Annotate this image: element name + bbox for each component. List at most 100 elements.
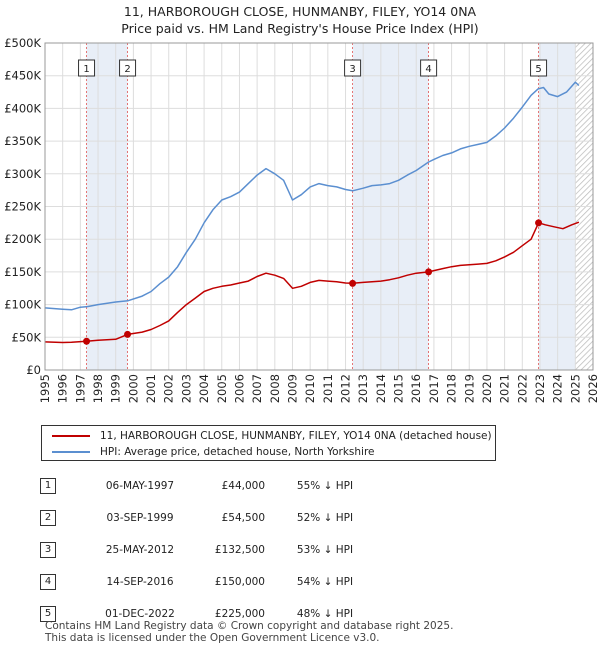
plot-frame [44, 42, 594, 371]
sale-number-badge: 4 [40, 574, 56, 590]
legend-item-price: 11, HARBOROUGH CLOSE, HUNMANBY, FILEY, Y… [52, 430, 492, 442]
x-tick-label: 1996 [56, 374, 70, 403]
y-tick-label: £250K [4, 200, 41, 214]
sale-price: £150,000 [214, 576, 265, 588]
x-tick-label: 1997 [73, 374, 87, 403]
y-tick-label: £500K [4, 36, 41, 50]
sale-label-number: 3 [349, 64, 355, 75]
y-tick-label: £300K [4, 167, 41, 181]
footer-license: This data is licensed under the Open Gov… [45, 632, 380, 644]
x-tick-label: 2025 [568, 374, 582, 403]
x-tick-label: 2020 [480, 374, 494, 403]
x-tick-label: 2010 [303, 374, 317, 403]
title-line-1: 11, HARBOROUGH CLOSE, HUNMANBY, FILEY, Y… [123, 4, 477, 19]
table-row: 4 14-SEP-2016 £150,000 54% ↓ HPI [40, 566, 385, 598]
sale-point [349, 279, 357, 287]
legend: 11, HARBOROUGH CLOSE, HUNMANBY, FILEY, Y… [41, 425, 496, 461]
x-tick-label: 1995 [38, 374, 52, 403]
x-tick-label: 2021 [498, 374, 512, 403]
sale-date: 06-MAY-1997 [105, 480, 175, 492]
x-tick-label: 2017 [427, 374, 441, 403]
sale-label-box [420, 59, 438, 77]
table-row: 5 01-DEC-2022 £225,000 48% ↓ HPI [40, 598, 385, 630]
x-tick-label: 2026 [586, 374, 600, 403]
x-tick-label: 2004 [197, 374, 211, 403]
x-tick-label: 1999 [109, 374, 123, 403]
x-tick-label: 2013 [356, 374, 370, 403]
y-tick-label: £0 [26, 363, 41, 377]
series-line-hpi [44, 81, 580, 311]
x-tick-label: 1998 [91, 374, 105, 403]
title-line-2: Price paid vs. HM Land Registry's House … [121, 21, 479, 36]
x-tick-label: 2019 [462, 374, 476, 403]
y-tick-label: £50K [12, 330, 42, 344]
x-tick-label: 2014 [374, 374, 388, 403]
x-tick-label: 2024 [551, 374, 565, 403]
table-row: 3 25-MAY-2012 £132,500 53% ↓ HPI [40, 534, 385, 566]
legend-label-price: 11, HARBOROUGH CLOSE, HUNMANBY, FILEY, Y… [100, 430, 492, 442]
y-tick-label: £100K [4, 298, 41, 312]
x-tick-label: 2023 [533, 374, 547, 403]
sale-hpi-diff: 54% ↓ HPI [296, 576, 354, 588]
sale-date: 14-SEP-2016 [106, 576, 174, 588]
x-tick-label: 2008 [268, 374, 282, 403]
sale-number-badge: 5 [40, 606, 56, 622]
sale-number-badge: 2 [40, 510, 56, 526]
legend-item-hpi: HPI: Average price, detached house, Nort… [52, 446, 375, 458]
sale-point [535, 219, 543, 227]
legend-swatch-hpi [52, 451, 90, 453]
x-tick-label: 2022 [515, 374, 529, 403]
sales-table: 1 06-MAY-1997 £44,000 55% ↓ HPI 2 03-SEP… [40, 470, 385, 630]
price-chart: 1 2 3 4 5 £0 £50K £100K £150K £200K £250K £300K £350… [4, 36, 600, 403]
sale-date: 01-DEC-2022 [105, 608, 175, 620]
footer: Contains HM Land Registry data © Crown c… [45, 620, 453, 644]
sale-point [83, 337, 91, 345]
legend-label-hpi: HPI: Average price, detached house, Nort… [100, 446, 375, 458]
x-tick-label: 2001 [144, 374, 158, 403]
sale-label-box [78, 59, 96, 77]
y-tick-label: £200K [4, 232, 41, 246]
sale-hpi-diff: 48% ↓ HPI [296, 608, 354, 620]
sale-label-number: 4 [425, 64, 431, 75]
sale-point [425, 268, 433, 276]
sale-number-badge: 1 [40, 478, 56, 494]
sale-number-badge: 3 [40, 542, 56, 558]
x-tick-label: 2003 [179, 374, 193, 403]
x-tick-label: 2007 [250, 374, 264, 403]
y-tick-label: £350K [4, 134, 41, 148]
x-tick-label: 2018 [445, 374, 459, 403]
x-tick-label: 2000 [126, 374, 140, 403]
sale-price: £54,500 [221, 512, 265, 524]
sale-date: 25-MAY-2012 [105, 544, 175, 556]
sale-date: 03-SEP-1999 [106, 512, 174, 524]
x-tick-label: 2015 [392, 374, 406, 403]
x-tick-label: 2006 [232, 374, 246, 403]
x-tick-label: 2005 [215, 374, 229, 403]
x-tick-label: 2011 [321, 374, 335, 403]
sale-label-number: 2 [124, 64, 130, 75]
sale-price: £225,000 [214, 608, 265, 620]
sale-price: £132,500 [214, 544, 265, 556]
sale-label-box [119, 59, 137, 77]
x-tick-label: 2009 [285, 374, 299, 403]
x-tick-label: 2016 [409, 374, 423, 403]
series-line-price [44, 221, 580, 344]
sale-hpi-diff: 53% ↓ HPI [296, 544, 354, 556]
sale-hpi-diff: 52% ↓ HPI [296, 512, 354, 524]
sale-label-box [344, 59, 362, 77]
legend-swatch-price [52, 435, 90, 437]
sale-point [124, 330, 132, 338]
sale-label-number: 1 [83, 64, 89, 75]
x-tick-label: 2012 [339, 374, 353, 403]
sale-price: £44,000 [221, 480, 265, 492]
table-row: 2 03-SEP-1999 £54,500 52% ↓ HPI [40, 502, 385, 534]
y-tick-label: £450K [4, 69, 41, 83]
sale-label-box [530, 59, 548, 77]
y-tick-label: £400K [4, 101, 41, 115]
sale-hpi-diff: 55% ↓ HPI [296, 480, 354, 492]
x-tick-label: 2002 [162, 374, 176, 403]
y-tick-label: £150K [4, 265, 41, 279]
chart-title: 11, HARBOROUGH CLOSE, HUNMANBY, FILEY, Y… [0, 3, 600, 37]
footer-copyright: Contains HM Land Registry data © Crown c… [45, 620, 454, 632]
sale-label-number: 5 [535, 64, 541, 75]
